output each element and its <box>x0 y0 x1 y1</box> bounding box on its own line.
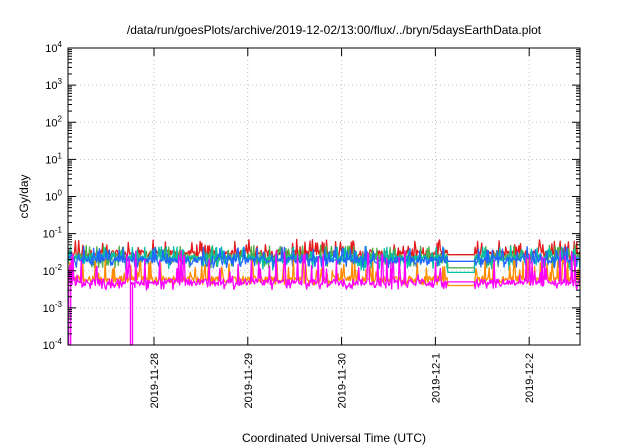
y-axis-label: cGy/day <box>17 174 31 218</box>
x-tick-label: 2019-11-29 <box>243 353 255 408</box>
x-axis-label: Coordinated Universal Time (UTC) <box>242 431 426 445</box>
x-tick-label: 2019-12-1 <box>430 353 442 403</box>
y-tick-label: 10-1 <box>43 226 63 241</box>
plot-frame <box>67 47 581 346</box>
x-tick-label: 2019-12-2 <box>524 353 536 403</box>
y-tick-label: 104 <box>45 40 62 55</box>
series-line <box>67 249 581 346</box>
ticks: 10-4 10-3 10-2 10-1 100 101 102 103 104 2019-11-2… <box>43 40 580 408</box>
y-tick-label: 10-4 <box>43 337 63 352</box>
y-tick-label: 10-3 <box>43 300 63 315</box>
x-tick-label: 2019-11-28 <box>149 353 161 408</box>
y-tick-label: 103 <box>45 77 62 92</box>
y-tick-label: 100 <box>45 189 62 204</box>
y-tick-label: 102 <box>45 114 62 129</box>
y-tick-label: 10-2 <box>43 263 63 278</box>
chart-title: /data/run/goesPlots/archive/2019-12-02/1… <box>127 23 542 37</box>
series-group <box>67 238 581 346</box>
grid <box>68 48 580 345</box>
y-tick-label: 101 <box>45 151 62 166</box>
x-tick-label: 2019-11-30 <box>337 353 349 408</box>
